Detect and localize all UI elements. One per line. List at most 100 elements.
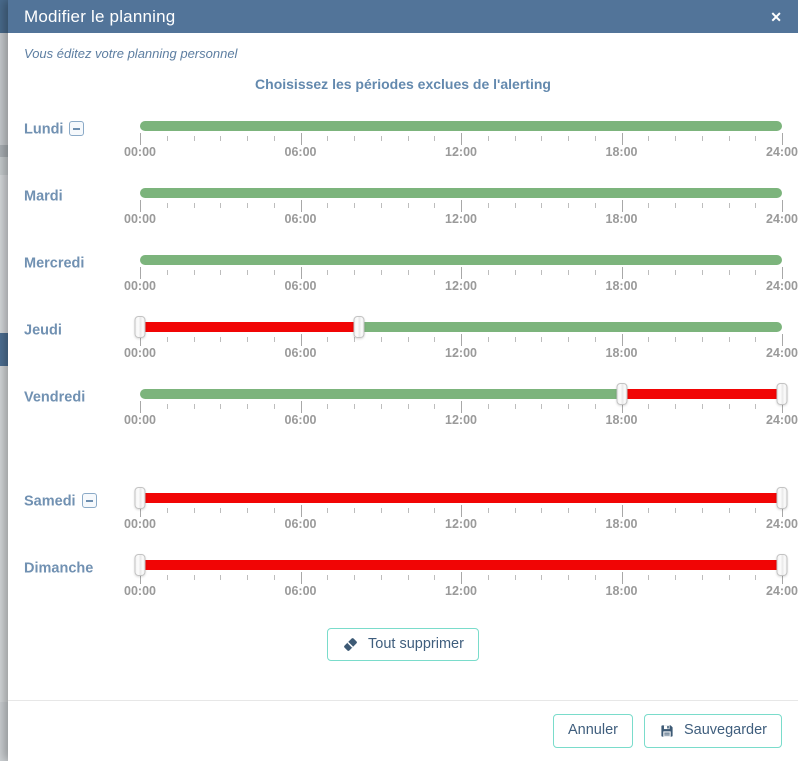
tick: [701, 575, 703, 580]
tick: [514, 203, 516, 208]
tick: [354, 404, 355, 409]
tick: [354, 270, 355, 275]
slider-handle[interactable]: [776, 554, 788, 576]
time-range-slider[interactable]: 00:00 06:00 12:00 18:00 24:00: [124, 255, 798, 294]
slider-handle[interactable]: [353, 316, 365, 338]
delete-all-button[interactable]: Tout supprimer: [327, 628, 479, 662]
tick: [675, 203, 676, 208]
slider-track: [140, 389, 782, 399]
tick-label: 06:00: [284, 584, 317, 598]
time-range-slider[interactable]: 00:00 06:00 12:00 18:00 24:00: [124, 487, 798, 532]
tick: [487, 337, 489, 342]
tick: [728, 508, 730, 513]
time-range-slider[interactable]: 00:00 06:00 12:00 18:00 24:00: [124, 554, 798, 599]
tick: [273, 508, 275, 513]
tick: [621, 334, 623, 346]
tick: [273, 337, 275, 342]
tick: [755, 337, 757, 342]
day-row: Samedi 00:00 06:00 12:00 18:00 24:00: [24, 487, 798, 532]
tick-label: 12:00: [445, 279, 477, 293]
tick: [380, 270, 382, 275]
tick: [273, 404, 275, 409]
close-x-icon[interactable]: ✕: [770, 8, 782, 25]
day-label-col: Vendredi: [24, 389, 140, 428]
tick: [193, 136, 195, 141]
tick: [514, 337, 516, 342]
minus-square-icon[interactable]: [69, 121, 85, 137]
tick: [461, 200, 462, 212]
day-row: Mercredi 00:00 06:00 12:00 18:00 24:00: [24, 255, 798, 294]
tick: [300, 572, 302, 584]
tick: [327, 136, 329, 141]
tick: [487, 508, 489, 513]
tick-label: 06:00: [284, 212, 317, 226]
tick: [541, 337, 543, 342]
tick: [541, 575, 543, 580]
slider-segment-red: [140, 322, 360, 332]
tick: [247, 203, 248, 208]
tick: [407, 136, 409, 141]
save-button[interactable]: Sauvegarder: [643, 714, 782, 748]
tick: [728, 136, 730, 141]
tick: [755, 404, 757, 409]
tick: [300, 505, 302, 517]
tick: [541, 136, 543, 141]
tick: [568, 337, 569, 342]
clear-row: Tout supprimer: [24, 628, 782, 662]
tick: [568, 508, 569, 513]
modal-footer: Annuler Sauvegarder: [8, 700, 798, 761]
slider-handle[interactable]: [134, 487, 146, 509]
time-range-slider[interactable]: 00:00 06:00 12:00 18:00 24:00: [124, 121, 798, 160]
tick: [461, 267, 462, 279]
time-range-slider[interactable]: 00:00 06:00 12:00 18:00 24:00: [124, 188, 798, 227]
slider-track: [140, 255, 782, 265]
tick: [675, 136, 676, 141]
minus-square-icon[interactable]: [81, 493, 97, 509]
tick-label: 18:00: [605, 212, 638, 226]
tick: [380, 136, 382, 141]
tick-label: 12:00: [445, 413, 477, 427]
tick: [380, 404, 382, 409]
tick-ruler: [140, 570, 783, 584]
tick-label: 24:00: [766, 145, 798, 159]
tick: [701, 136, 703, 141]
tick: [166, 337, 168, 342]
tick: [648, 203, 650, 208]
day-label: Samedi: [24, 493, 76, 510]
tick: [461, 572, 462, 584]
modal-header: Modifier le planning ✕: [8, 0, 798, 33]
slider-segment-red: [140, 560, 782, 570]
time-range-slider[interactable]: 00:00 06:00 12:00 18:00 24:00: [124, 383, 798, 428]
day-label-col: Lundi: [24, 121, 140, 160]
tick: [166, 575, 168, 580]
tick: [434, 136, 436, 141]
tick-labels: 00:00 06:00 12:00 18:00 24:00: [124, 145, 798, 160]
slider-track: [140, 121, 782, 131]
tick: [701, 270, 703, 275]
tick: [487, 203, 489, 208]
slider-handle[interactable]: [776, 487, 788, 509]
time-range-slider[interactable]: 00:00 06:00 12:00 18:00 24:00: [124, 316, 798, 361]
tick: [675, 270, 676, 275]
slider-handle[interactable]: [134, 316, 146, 338]
tick: [514, 270, 516, 275]
tick: [140, 334, 141, 346]
cancel-button[interactable]: Annuler: [552, 714, 633, 748]
day-label: Jeudi: [24, 322, 62, 339]
slider-handle[interactable]: [616, 383, 627, 405]
tick: [140, 267, 141, 279]
slider-handle[interactable]: [776, 383, 788, 405]
tick: [434, 337, 436, 342]
tick: [273, 575, 275, 580]
tick: [728, 404, 730, 409]
tick: [782, 572, 783, 584]
tick: [327, 270, 329, 275]
tick: [568, 136, 569, 141]
tick: [247, 337, 248, 342]
tick: [755, 508, 757, 513]
slider-handle[interactable]: [134, 554, 146, 576]
tick: [434, 575, 436, 580]
tick: [140, 200, 141, 212]
tick: [648, 270, 650, 275]
day-label-col: Mercredi: [24, 255, 140, 294]
